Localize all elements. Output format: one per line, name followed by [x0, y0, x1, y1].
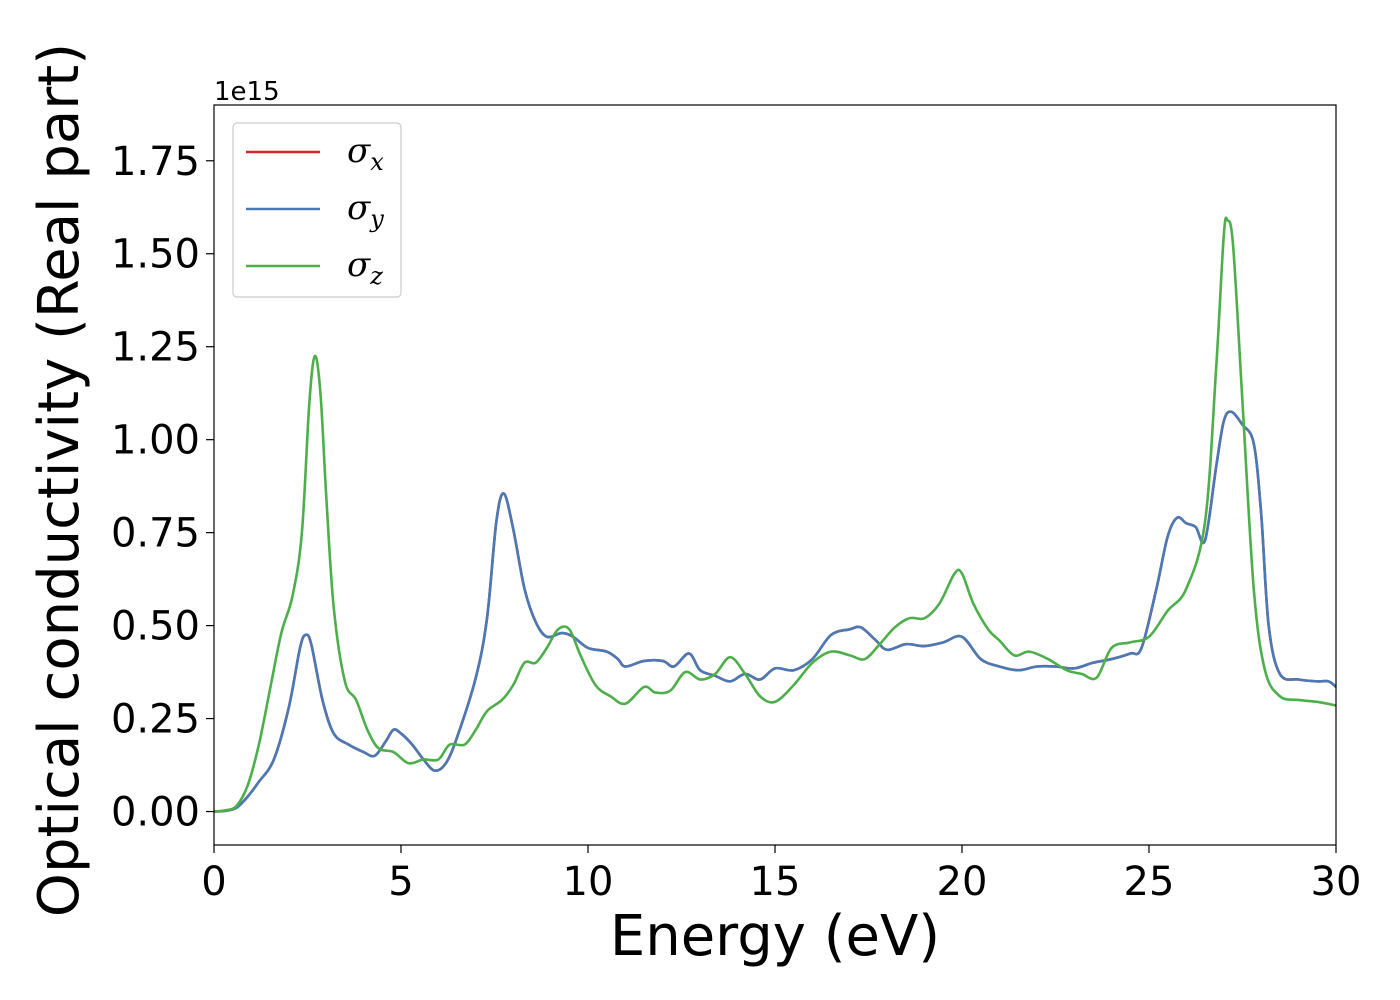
y-tick-label: 0.00 — [111, 790, 200, 836]
series-line-z — [213, 216, 1337, 813]
legend-label-x: σx — [347, 131, 384, 176]
x-tick-label: 0 — [201, 859, 226, 905]
y-axis-ticks: 0.00 0.25 0.50 0.75 1.00 1.25 1.50 1.75 — [111, 139, 214, 836]
series-line-y — [213, 410, 1337, 813]
y-tick-label: 0.75 — [111, 511, 200, 557]
x-tick-label: 15 — [750, 859, 801, 905]
legend: σx σy σz — [232, 122, 402, 298]
x-tick-label: 5 — [388, 859, 413, 905]
y-tick-label: 1.00 — [111, 418, 200, 464]
y-axis-label: Optical conductivity (Real part) — [27, 43, 92, 917]
x-tick-label: 25 — [1124, 859, 1175, 905]
x-tick-label: 10 — [563, 859, 614, 905]
x-tick-label: 30 — [1311, 859, 1362, 905]
y-tick-label: 1.50 — [111, 232, 200, 278]
legend-label-y: σy — [347, 188, 384, 233]
series-layer — [213, 216, 1337, 813]
y-tick-label: 0.50 — [111, 604, 200, 650]
y-tick-label: 0.25 — [111, 697, 200, 743]
x-tick-label: 20 — [937, 859, 988, 905]
x-axis-ticks: 0 5 10 15 20 25 30 — [201, 845, 1361, 905]
y-tick-label: 1.25 — [111, 325, 200, 371]
legend-label-z: σz — [347, 245, 383, 290]
y-offset-label: 1e15 — [214, 77, 280, 107]
y-tick-label: 1.75 — [111, 139, 200, 185]
x-axis-label: Energy (eV) — [610, 904, 940, 969]
